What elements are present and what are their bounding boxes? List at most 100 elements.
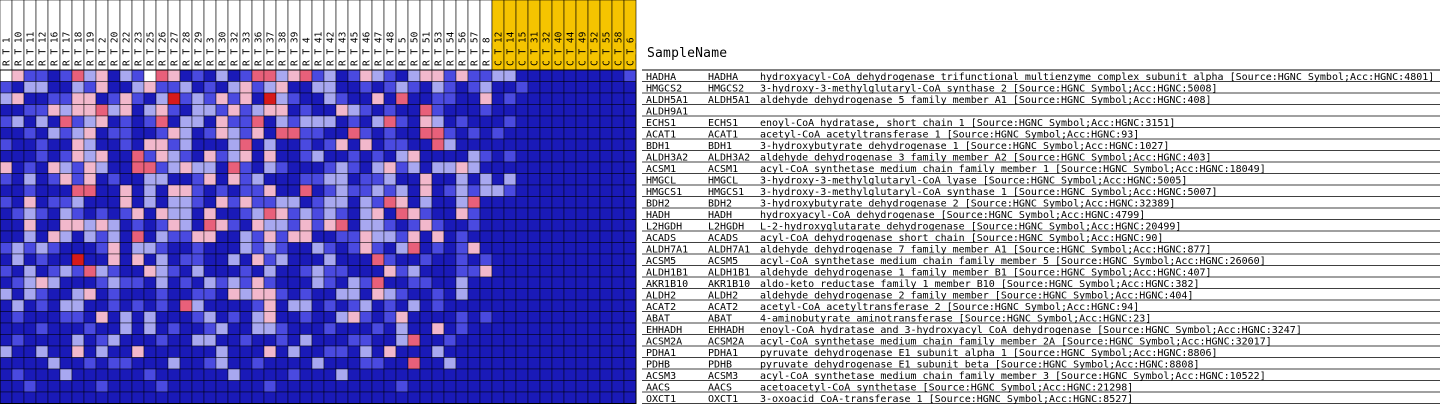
heatmap-cell — [215, 380, 229, 393]
heatmap-cell — [311, 92, 325, 105]
heatmap-cell — [203, 368, 217, 381]
heatmap-cell — [47, 92, 61, 105]
heatmap-cell — [503, 161, 517, 174]
heatmap-cell — [383, 322, 397, 335]
heatmap-cell — [143, 150, 157, 163]
heatmap-cell — [467, 69, 481, 82]
heatmap-cell — [503, 288, 517, 301]
heatmap-cell — [323, 138, 337, 151]
heatmap-cell — [131, 345, 145, 358]
heatmap-cell — [71, 150, 85, 163]
heatmap-cell — [311, 138, 325, 151]
heatmap-cell — [491, 207, 505, 220]
heatmap-cell — [347, 311, 361, 324]
heatmap-cell — [239, 311, 253, 324]
column-label: R_T_41 — [314, 31, 325, 66]
row-description: hydroxyacyl-CoA dehydrogenase trifunctio… — [760, 72, 1434, 83]
heatmap-cell — [11, 81, 25, 94]
heatmap-cell — [623, 334, 637, 347]
heatmap-cell — [239, 127, 253, 140]
heatmap-cell — [95, 69, 109, 82]
heatmap-cell — [335, 81, 349, 94]
heatmap-cell — [59, 207, 73, 220]
heatmap-cell — [347, 173, 361, 186]
heatmap-cell — [611, 265, 625, 278]
heatmap-cell — [599, 161, 613, 174]
row-description: enoyl-CoA hydratase and 3-hydroxyacyl Co… — [760, 325, 1302, 336]
row-gene-symbol: ALDH2 — [708, 291, 738, 302]
row-description: 3-oxoacid CoA-transferase 1 [Source:HGNC… — [760, 394, 1133, 405]
heatmap-cell — [83, 368, 97, 381]
heatmap-cell — [191, 161, 205, 174]
heatmap-cell — [131, 311, 145, 324]
heatmap-cell — [323, 196, 337, 209]
heatmap-cell — [275, 311, 289, 324]
heatmap-cell — [455, 173, 469, 186]
heatmap-cell — [527, 207, 541, 220]
heatmap-cell — [263, 242, 277, 255]
heatmap-cell — [335, 196, 349, 209]
heatmap-cell — [119, 150, 133, 163]
heatmap-cell — [215, 196, 229, 209]
heatmap-cell — [167, 161, 181, 174]
heatmap-cell — [239, 265, 253, 278]
heatmap-cell — [611, 219, 625, 232]
heatmap-cell — [587, 276, 601, 289]
heatmap-cell — [131, 230, 145, 243]
heatmap-cell — [59, 357, 73, 370]
heatmap-cell — [0, 322, 13, 335]
heatmap-cell — [263, 173, 277, 186]
heatmap-cell — [563, 357, 577, 370]
column-label: C_T_55 — [602, 32, 613, 66]
heatmap-cell — [23, 242, 37, 255]
heatmap-cell — [431, 196, 445, 209]
heatmap-cell — [287, 150, 301, 163]
heatmap-cell — [419, 184, 433, 197]
row-gene-id: PDHA1 — [646, 348, 676, 359]
heatmap-cell — [239, 276, 253, 289]
heatmap-cell — [143, 69, 157, 82]
heatmap-cell — [203, 69, 217, 82]
heatmap-cell — [167, 253, 181, 266]
heatmap-cell — [83, 138, 97, 151]
heatmap-cell — [263, 104, 277, 117]
heatmap-cell — [83, 265, 97, 278]
heatmap-cell — [299, 265, 313, 278]
heatmap-cell — [335, 242, 349, 255]
heatmap-cell — [371, 288, 385, 301]
heatmap-cell — [431, 81, 445, 94]
heatmap-cell — [539, 92, 553, 105]
heatmap-cell — [443, 299, 457, 312]
heatmap-cell — [107, 69, 121, 82]
heatmap-cell — [563, 368, 577, 381]
heatmap-cell — [527, 150, 541, 163]
heatmap-cell — [479, 288, 493, 301]
heatmap-cell — [419, 265, 433, 278]
heatmap-cell — [83, 311, 97, 324]
heatmap-cell — [539, 127, 553, 140]
heatmap-cell — [0, 207, 13, 220]
heatmap-cell — [503, 196, 517, 209]
heatmap-cell — [479, 265, 493, 278]
heatmap-cell — [335, 115, 349, 128]
heatmap-cell — [227, 299, 241, 312]
heatmap-cell — [23, 115, 37, 128]
heatmap-cell — [239, 207, 253, 220]
heatmap-cell — [491, 311, 505, 324]
heatmap-cell — [383, 161, 397, 174]
heatmap-cell — [563, 230, 577, 243]
heatmap-cell — [23, 299, 37, 312]
heatmap-cell — [263, 253, 277, 266]
heatmap-cell — [47, 334, 61, 347]
heatmap-cell — [467, 196, 481, 209]
heatmap-cell — [371, 265, 385, 278]
heatmap-cell — [311, 299, 325, 312]
heatmap-cell — [143, 184, 157, 197]
heatmap-cell — [419, 81, 433, 94]
heatmap-cell — [419, 69, 433, 82]
heatmap-cell — [575, 173, 589, 186]
heatmap-cell — [239, 288, 253, 301]
heatmap-cell — [251, 184, 265, 197]
heatmap-cell — [611, 184, 625, 197]
heatmap-cell — [227, 92, 241, 105]
